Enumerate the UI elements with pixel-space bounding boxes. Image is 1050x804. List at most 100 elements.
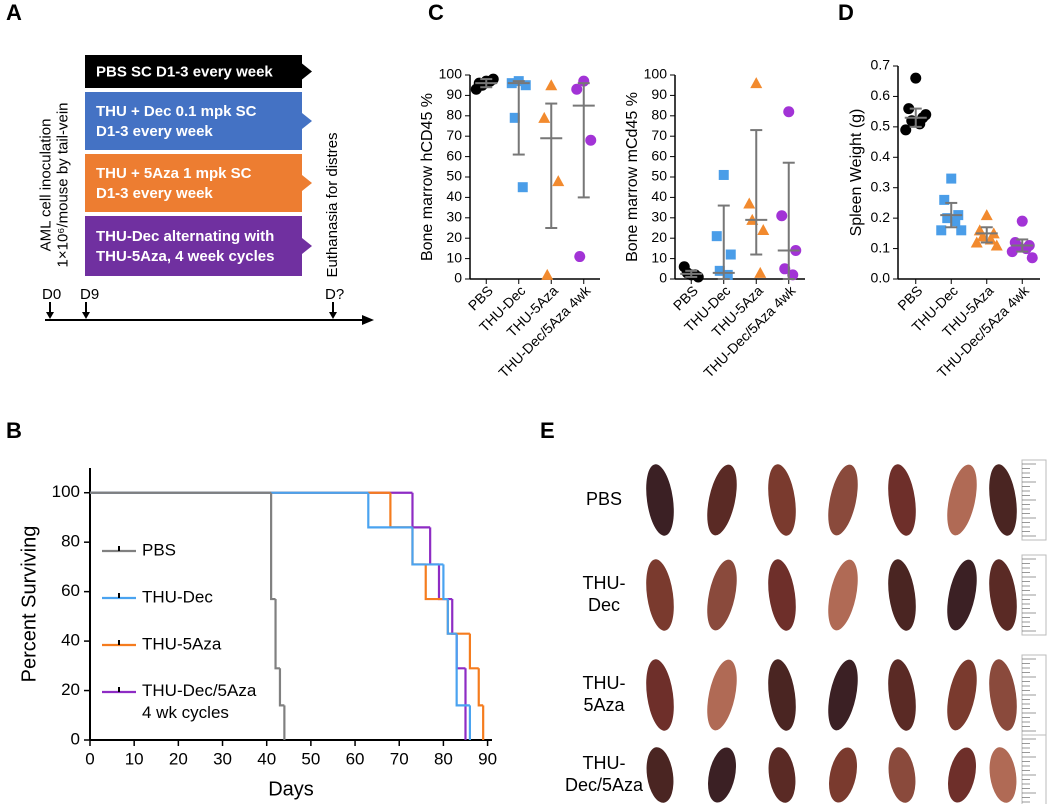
spleen <box>828 559 858 631</box>
y-tick-label: 30 <box>446 209 462 225</box>
point <box>942 213 953 224</box>
x-tick-label: 70 <box>390 749 409 768</box>
point <box>1006 246 1018 258</box>
x-tick-label: 80 <box>434 749 453 768</box>
spleen <box>828 659 858 731</box>
spleen <box>989 659 1017 731</box>
y-tick-label: 100 <box>644 66 668 82</box>
y-tick-label: 20 <box>651 229 667 245</box>
point <box>783 106 795 118</box>
photo <box>560 445 1050 804</box>
point <box>714 265 725 276</box>
spleen <box>947 559 977 631</box>
y-tick-label: 0.3 <box>871 178 891 194</box>
y-axis-title: Spleen Weight (g) <box>848 109 865 237</box>
arm-label: THU + 5Aza 1 mpk SC D1-3 every week <box>96 165 252 202</box>
spleen <box>948 747 976 803</box>
point <box>1016 215 1028 227</box>
panel-label: C <box>428 0 444 25</box>
survival-step <box>367 492 413 529</box>
spleen <box>888 659 916 731</box>
x-tick-label: 40 <box>257 749 276 768</box>
survival-step <box>278 668 285 707</box>
y-tick-label: 0 <box>454 270 462 286</box>
point <box>743 197 756 209</box>
y-axis-title: Percent Surviving <box>18 526 40 683</box>
y-tick-label: 30 <box>651 209 667 225</box>
legend-label: THU-Dec/5Aza 4 wk cycles <box>142 681 257 722</box>
y-tick-label: 50 <box>651 168 667 184</box>
spleen <box>989 464 1017 536</box>
timepoint: D9 <box>80 286 99 303</box>
point <box>552 175 565 187</box>
point <box>956 225 967 236</box>
euthanasia-label: Euthanasia for distres <box>324 132 341 277</box>
y-tick-label: 40 <box>446 188 462 204</box>
survival-step <box>411 527 444 566</box>
point <box>910 72 922 84</box>
survival-step <box>270 492 276 601</box>
survival-step <box>411 492 431 529</box>
x-axis-title: Days <box>268 778 314 800</box>
time-arrow-head <box>329 312 337 319</box>
arm-label: PBS SC D1-3 every week <box>96 63 273 80</box>
spleen <box>646 559 674 631</box>
spleen <box>947 659 977 731</box>
spleen <box>707 559 737 631</box>
point <box>787 269 799 281</box>
x-tick-label: 30 <box>213 749 232 768</box>
point <box>538 111 551 123</box>
y-tick-label: 80 <box>651 107 667 123</box>
treatment-arm <box>85 55 312 88</box>
y-tick-label: 20 <box>446 229 462 245</box>
spleen <box>768 464 796 536</box>
point <box>722 269 733 280</box>
spleen <box>768 559 796 631</box>
point <box>571 83 583 95</box>
x-tick-label: 10 <box>125 749 144 768</box>
point <box>779 263 791 275</box>
spleen <box>829 747 857 803</box>
panel-label: B <box>6 418 22 443</box>
row-label: PBS <box>586 489 622 509</box>
timeline-arrow <box>362 315 374 325</box>
panel-label: D <box>838 0 854 25</box>
y-tick-label: 100 <box>439 66 463 82</box>
point <box>939 194 950 205</box>
y-tick-label: 0 <box>71 729 80 748</box>
survival-step <box>477 668 484 707</box>
panel-label: E <box>540 418 555 443</box>
spleen <box>989 559 1017 631</box>
y-tick-label: 40 <box>61 631 80 650</box>
point <box>574 251 586 263</box>
spleen <box>768 747 796 803</box>
spleen <box>708 747 736 803</box>
survival-step <box>446 599 470 635</box>
y-axis-title: Bone marrow mCd45 % <box>624 92 641 262</box>
x-tick-label: 20 <box>169 749 188 768</box>
y-tick-label: 50 <box>446 168 462 184</box>
y-tick-label: 0.0 <box>871 270 891 286</box>
y-tick-label: 90 <box>446 86 462 102</box>
row-label: THU-5Aza <box>583 673 626 715</box>
spleen <box>707 464 737 536</box>
spleen <box>989 747 1017 803</box>
y-tick-label: 0.1 <box>871 239 891 255</box>
survival-step <box>389 492 413 529</box>
point <box>750 77 763 89</box>
x-tick-label: 0 <box>85 749 94 768</box>
legend-label: THU-5Aza <box>142 634 222 653</box>
point <box>990 239 1003 251</box>
point <box>509 112 520 123</box>
x-tick-label: 90 <box>478 749 497 768</box>
point <box>545 79 558 91</box>
spleen <box>646 747 674 803</box>
survival-step <box>446 599 457 635</box>
ruler <box>1021 734 1047 804</box>
point <box>520 80 531 91</box>
point <box>950 216 961 227</box>
x-tick-label: 60 <box>346 749 365 768</box>
point <box>900 124 912 136</box>
spleen <box>646 464 674 536</box>
y-axis-title: Bone marrow hCD45 % <box>419 93 436 261</box>
